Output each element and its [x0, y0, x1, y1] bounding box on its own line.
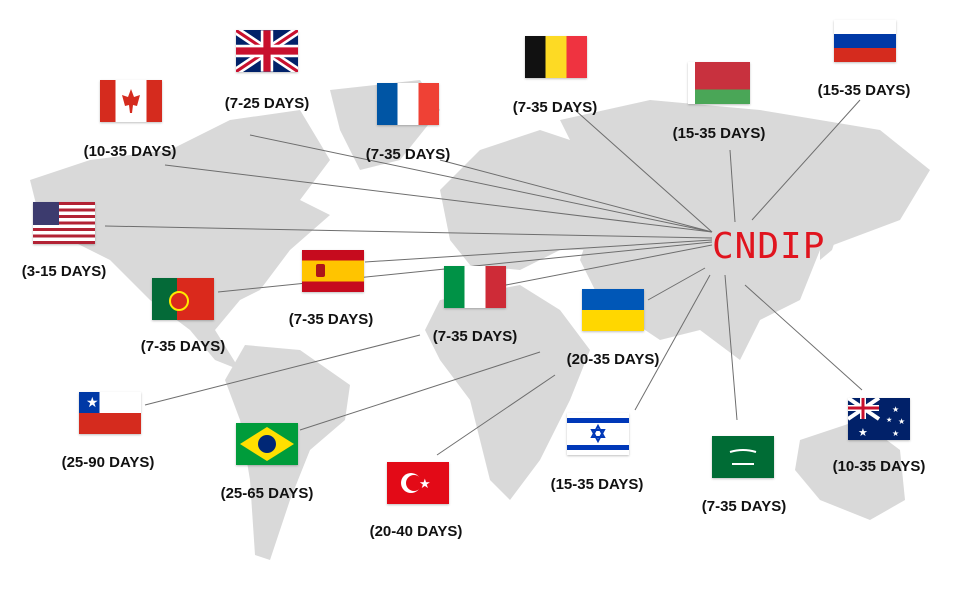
- route-line-uk: [249, 134, 713, 233]
- saudi-delivery-days: (7-35 DAYS): [701, 498, 787, 515]
- usa-delivery-days: (3-15 DAYS): [21, 263, 107, 280]
- usa-flag-icon: [33, 202, 95, 244]
- route-line-belarus: [729, 149, 736, 223]
- route-line-saudi: [724, 274, 738, 421]
- hub-label: CNDIP: [712, 226, 826, 267]
- turkey-flag-icon: ★: [387, 462, 449, 504]
- belgium-delivery-days: (7-35 DAYS): [512, 99, 598, 116]
- japan: [820, 200, 845, 260]
- australia-delivery-days: (10-35 DAYS): [832, 458, 926, 475]
- route-line-chile: [144, 334, 421, 406]
- route-line-belgium: [574, 109, 713, 233]
- israel-delivery-days: (15-35 DAYS): [550, 476, 644, 493]
- route-line-spain: [364, 239, 713, 263]
- france-delivery-days: (7-35 DAYS): [365, 146, 451, 163]
- svg-text:★: ★: [858, 427, 868, 439]
- belarus-flag-icon: [688, 62, 750, 104]
- italy-flag-icon: [444, 266, 506, 308]
- brazil-flag-icon: [236, 423, 298, 465]
- italy-delivery-days: (7-35 DAYS): [432, 328, 518, 345]
- route-lines: [104, 99, 863, 456]
- australia: [795, 420, 905, 520]
- ukraine-flag-icon: [582, 289, 644, 331]
- route-line-ukraine: [647, 267, 706, 301]
- russia-delivery-days: (15-35 DAYS): [817, 82, 911, 99]
- africa: [425, 285, 590, 500]
- route-line-france: [439, 159, 713, 233]
- svg-text:★: ★: [892, 405, 899, 414]
- saudi-flag-icon: [712, 436, 774, 478]
- route-line-italy: [505, 244, 713, 286]
- belgium-flag-icon: [525, 36, 587, 78]
- uk-delivery-days: (7-25 DAYS): [224, 95, 310, 112]
- svg-text:★: ★: [419, 476, 431, 491]
- svg-text:★: ★: [892, 429, 899, 438]
- asia: [560, 100, 930, 360]
- brazil-delivery-days: (25-65 DAYS): [220, 485, 314, 502]
- chile-delivery-days: (25-90 DAYS): [61, 454, 155, 471]
- australia-flag-icon: ★ ★ ★ ★ ★: [848, 398, 910, 440]
- svg-text:★: ★: [898, 417, 905, 426]
- route-line-canada: [164, 164, 713, 233]
- canada-delivery-days: (10-35 DAYS): [83, 143, 177, 160]
- spain-delivery-days: (7-35 DAYS): [288, 311, 374, 328]
- uk-island: [460, 160, 480, 195]
- svg-text:★: ★: [886, 416, 892, 424]
- route-line-usa: [104, 225, 713, 239]
- uk-flag-icon: [236, 30, 298, 72]
- france-flag-icon: [377, 83, 439, 125]
- route-line-australia: [744, 284, 863, 391]
- ukraine-delivery-days: (20-35 DAYS): [566, 351, 660, 368]
- route-line-turkey: [436, 374, 556, 456]
- canada-flag-icon: [100, 80, 162, 122]
- chile-flag-icon: ★: [79, 392, 141, 434]
- russia-flag-icon: [834, 20, 896, 62]
- israel-flag-icon: [567, 413, 629, 455]
- turkey-delivery-days: (20-40 DAYS): [369, 523, 463, 540]
- route-line-brazil: [299, 351, 541, 431]
- belarus-delivery-days: (15-35 DAYS): [672, 125, 766, 142]
- route-line-russia: [751, 99, 861, 221]
- route-line-israel: [634, 274, 711, 411]
- spain-flag-icon: [302, 250, 364, 292]
- portugal-flag-icon: [152, 278, 214, 320]
- portugal-delivery-days: (7-35 DAYS): [140, 338, 226, 355]
- north-america: [30, 110, 330, 370]
